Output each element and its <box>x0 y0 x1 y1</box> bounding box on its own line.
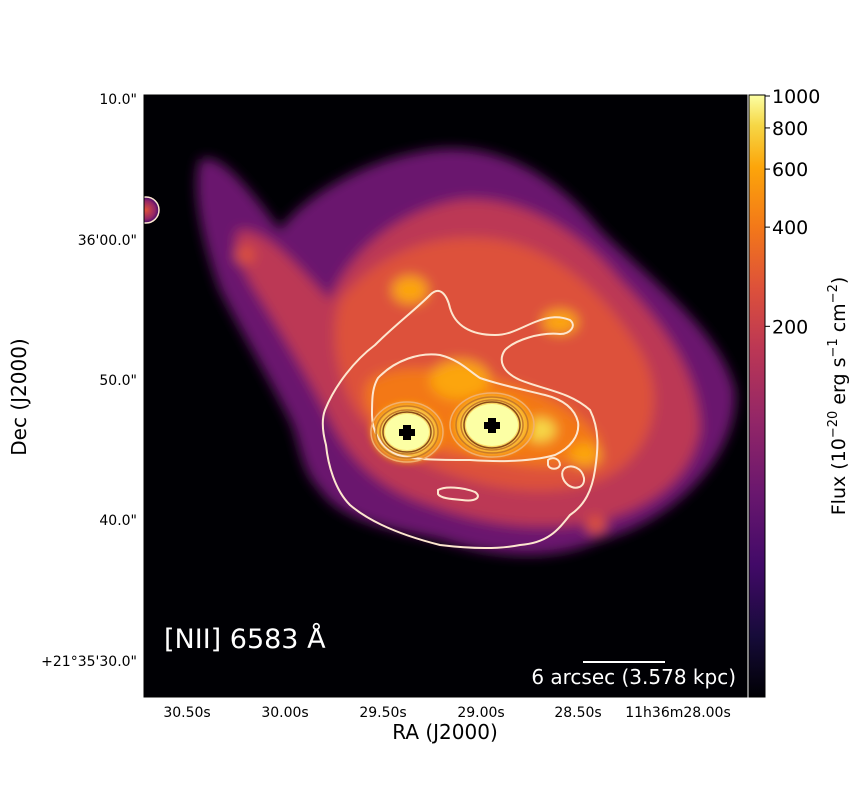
y-tick-label: 36'00.0" <box>78 233 137 249</box>
colorbar: 1000 800 600 400 200 Flux (10−20 erg s−1 cm−… <box>748 86 850 698</box>
x-tick-label: 11h36m28.00s <box>625 705 731 721</box>
contour-loop <box>561 465 586 489</box>
x-axis-title: RA (J2000) <box>392 720 498 744</box>
y-axis: 10.0" 36'00.0" 50.0" 40.0" +21°35'30.0" … <box>7 92 137 670</box>
contour-small <box>547 457 562 470</box>
y-tick-label: +21°35'30.0" <box>41 654 137 670</box>
colorbar-tick-label: 600 <box>772 159 808 181</box>
colorbar-tick-label: 800 <box>772 118 808 140</box>
x-tick-label: 30.00s <box>261 705 308 721</box>
colorbar-tick-label: 400 <box>772 217 808 239</box>
x-tick-label: 29.50s <box>359 705 406 721</box>
y-tick-label: 40.0" <box>99 513 137 529</box>
colorbar-tick-label: 200 <box>772 316 808 338</box>
nucleus-markers <box>399 418 500 440</box>
nucleus-contours <box>370 392 535 463</box>
emission-map: [NII] 6583 Å 6 arcsec (3.578 kpc) <box>144 95 747 697</box>
colorbar-tick-label: 1000 <box>772 86 820 108</box>
colorbar-ticks: 1000 800 600 400 200 <box>765 86 820 338</box>
edge-star <box>144 196 160 224</box>
y-axis-title: Dec (J2000) <box>7 338 31 455</box>
plus-marker-east <box>484 418 500 433</box>
y-tick-label: 10.0" <box>99 92 137 108</box>
panel-label: [NII] 6583 Å <box>164 623 326 655</box>
colorbar-gradient <box>749 95 765 697</box>
plus-marker-west <box>399 425 415 440</box>
colorbar-title: Flux (10−20 erg s−1 cm−2) <box>826 277 850 516</box>
x-tick-label: 28.50s <box>554 705 601 721</box>
y-tick-label: 50.0" <box>99 373 137 389</box>
contour-blob <box>437 486 479 502</box>
x-axis: 30.50s 30.00s 29.50s 29.00s 28.50s 11h36… <box>163 705 730 744</box>
contours <box>321 289 599 550</box>
scale-bar-label: 6 arcsec (3.578 kpc) <box>531 665 736 689</box>
x-tick-label: 29.00s <box>457 705 504 721</box>
contour-outer <box>321 289 599 550</box>
x-tick-label: 30.50s <box>163 705 210 721</box>
image-frame <box>143 94 748 698</box>
galaxy-emission <box>196 148 736 555</box>
contour-mid <box>370 353 580 463</box>
colorbar-frame <box>748 94 766 698</box>
